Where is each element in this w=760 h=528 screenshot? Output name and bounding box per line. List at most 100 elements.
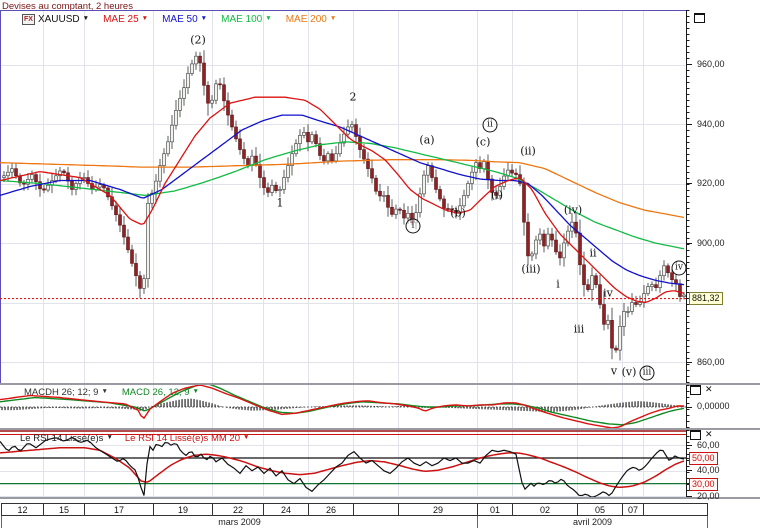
wave-label-circled: iv [671, 260, 687, 276]
rsi-tick [687, 495, 692, 497]
price-axis-spine [686, 10, 691, 383]
maximize-icon[interactable] [690, 385, 701, 395]
wave-label: v [610, 364, 618, 378]
wave-label-circled: ii [482, 117, 498, 133]
price-tick-label: 900,00 [697, 237, 725, 248]
maximize-icon[interactable] [694, 13, 705, 23]
ma200-label: MAE 200 [285, 13, 327, 25]
date-cell: 12 [1, 503, 43, 516]
wave-label: (b) [450, 206, 466, 220]
ma25-dropdown[interactable]: MAE 25 ▼ [103, 14, 148, 25]
wave-label-circled: i [405, 218, 421, 234]
price-tick-label: 960,00 [697, 59, 725, 69]
price-tick-label: 920,00 [697, 178, 725, 188]
price-tick [687, 183, 692, 184]
date-cell: 17 [84, 503, 153, 516]
wave-label: i [556, 277, 560, 291]
date-cell: 02 [512, 503, 577, 516]
ma100-label: MAE 100 [221, 13, 263, 25]
panel-separator [0, 497, 760, 499]
grid-layer [43, 385, 644, 428]
wave-label: iv [603, 286, 613, 300]
panel-separator [0, 428, 760, 430]
price-tick-label: 860,00 [697, 356, 725, 367]
wave-label: (i) [490, 188, 504, 202]
maximize-icon[interactable] [690, 430, 701, 440]
close-icon[interactable]: ✕ [705, 385, 713, 395]
macd-legend: MACDH 26; 12; 9 ▼ MACD 26, 12, 9 ▼ [24, 387, 199, 398]
month-label: avril 2009 [477, 516, 708, 528]
macd-label: MACD 26, 12, 9 [121, 387, 190, 398]
rsi-legend: Le RSI 14 Lissé(e)s ▼ Le RSI 14 Lissé(e)… [20, 433, 249, 444]
ma25-label: MAE 25 [103, 13, 139, 25]
fx-icon: FX [22, 13, 35, 25]
date-cell: 19 [153, 503, 212, 516]
chevron-down-icon: ▼ [141, 14, 149, 22]
chevron-down-icon: ▼ [200, 14, 208, 22]
rsi-panel-canvas[interactable] [0, 430, 687, 497]
macd-zero-label: 0,00000 [697, 401, 730, 411]
ma100-dropdown[interactable]: MAE 100 ▼ [221, 14, 272, 25]
macd-panel-controls: ✕ [690, 385, 713, 395]
grid-layer [1, 11, 686, 383]
candles-layer [2, 50, 686, 361]
rsi-level-label: 50,00 [689, 452, 718, 465]
rsi-tick-label: 40,00 [697, 465, 720, 476]
rsi-tick [687, 444, 692, 446]
wave-label: (a) [419, 133, 435, 147]
wave-label: (ii) [520, 144, 536, 158]
last-price-label: 881,32 [689, 292, 723, 306]
rsi-label: Le RSI 14 Lissé(e)s [20, 433, 104, 444]
wave-label: (iv) [563, 203, 583, 217]
rsi-tick-label: 60,00 [697, 439, 720, 450]
chart-title: Devises au comptant, 2 heures [2, 1, 133, 12]
chevron-down-icon: ▼ [106, 434, 113, 441]
ma50-dropdown[interactable]: MAE 50 ▼ [162, 14, 207, 25]
ma50-label: MAE 50 [162, 13, 198, 25]
macd-tick [687, 406, 692, 408]
date-cell: 05 [577, 503, 622, 516]
close-icon[interactable]: ✕ [705, 430, 713, 440]
date-cell: 07 [622, 503, 643, 516]
wave-label: ii [589, 246, 597, 260]
macd-histogram [1, 398, 684, 413]
macd-panel-canvas[interactable] [0, 385, 687, 428]
rsi-level-label: 30,00 [689, 477, 718, 491]
chevron-down-icon: ▼ [329, 14, 337, 22]
rsi-panel-controls: ✕ [690, 430, 713, 440]
wave-label: (iii) [521, 262, 541, 276]
rsi-ma-dropdown[interactable]: Le RSI 14 Lissé(e)s MM 20 ▼ [125, 433, 250, 444]
wave-label: (v) [621, 365, 637, 379]
date-cell: 15 [43, 503, 84, 516]
date-cell: 29 [398, 503, 477, 516]
chevron-down-icon: ▼ [265, 14, 272, 22]
chart-legend: FX XAUUSD ▼ MAE 25 ▼ MAE 50 ▼ MAE 100 ▼ … [22, 13, 336, 25]
macdh-label: MACDH 26; 12; 9 [24, 387, 99, 398]
rsi-axis-spine [686, 430, 691, 497]
chevron-down-icon: ▼ [242, 434, 250, 441]
date-cell [353, 503, 398, 516]
main-panel-controls [694, 13, 705, 23]
price-tick [687, 361, 692, 363]
price-tick-label: 940,00 [697, 118, 725, 129]
wave-label: (c) [475, 135, 491, 149]
price-tick [687, 242, 692, 244]
price-tick [687, 64, 692, 65]
chevron-down-icon: ▼ [101, 388, 108, 395]
month-label: mars 2009 [1, 516, 477, 528]
symbol-label: XAUUSD [37, 13, 80, 25]
main-panel-top-border [0, 10, 687, 11]
symbol-dropdown[interactable]: FX XAUUSD ▼ [22, 13, 89, 25]
wave-label: (2) [190, 33, 206, 47]
wave-label: iii [573, 322, 585, 336]
date-cell: 26 [308, 503, 353, 516]
macd-dropdown[interactable]: MACD 26, 12, 9 ▼ [122, 387, 199, 398]
rsi-dropdown[interactable]: Le RSI 14 Lissé(e)s ▼ [20, 433, 113, 444]
price-chart-canvas[interactable] [0, 10, 687, 383]
wave-label: 1 [276, 196, 284, 210]
date-cell: 24 [263, 503, 308, 516]
macdh-dropdown[interactable]: MACDH 26; 12; 9 ▼ [24, 387, 108, 398]
date-cell: 01 [477, 503, 512, 516]
ma200-dropdown[interactable]: MAE 200 ▼ [286, 14, 337, 25]
